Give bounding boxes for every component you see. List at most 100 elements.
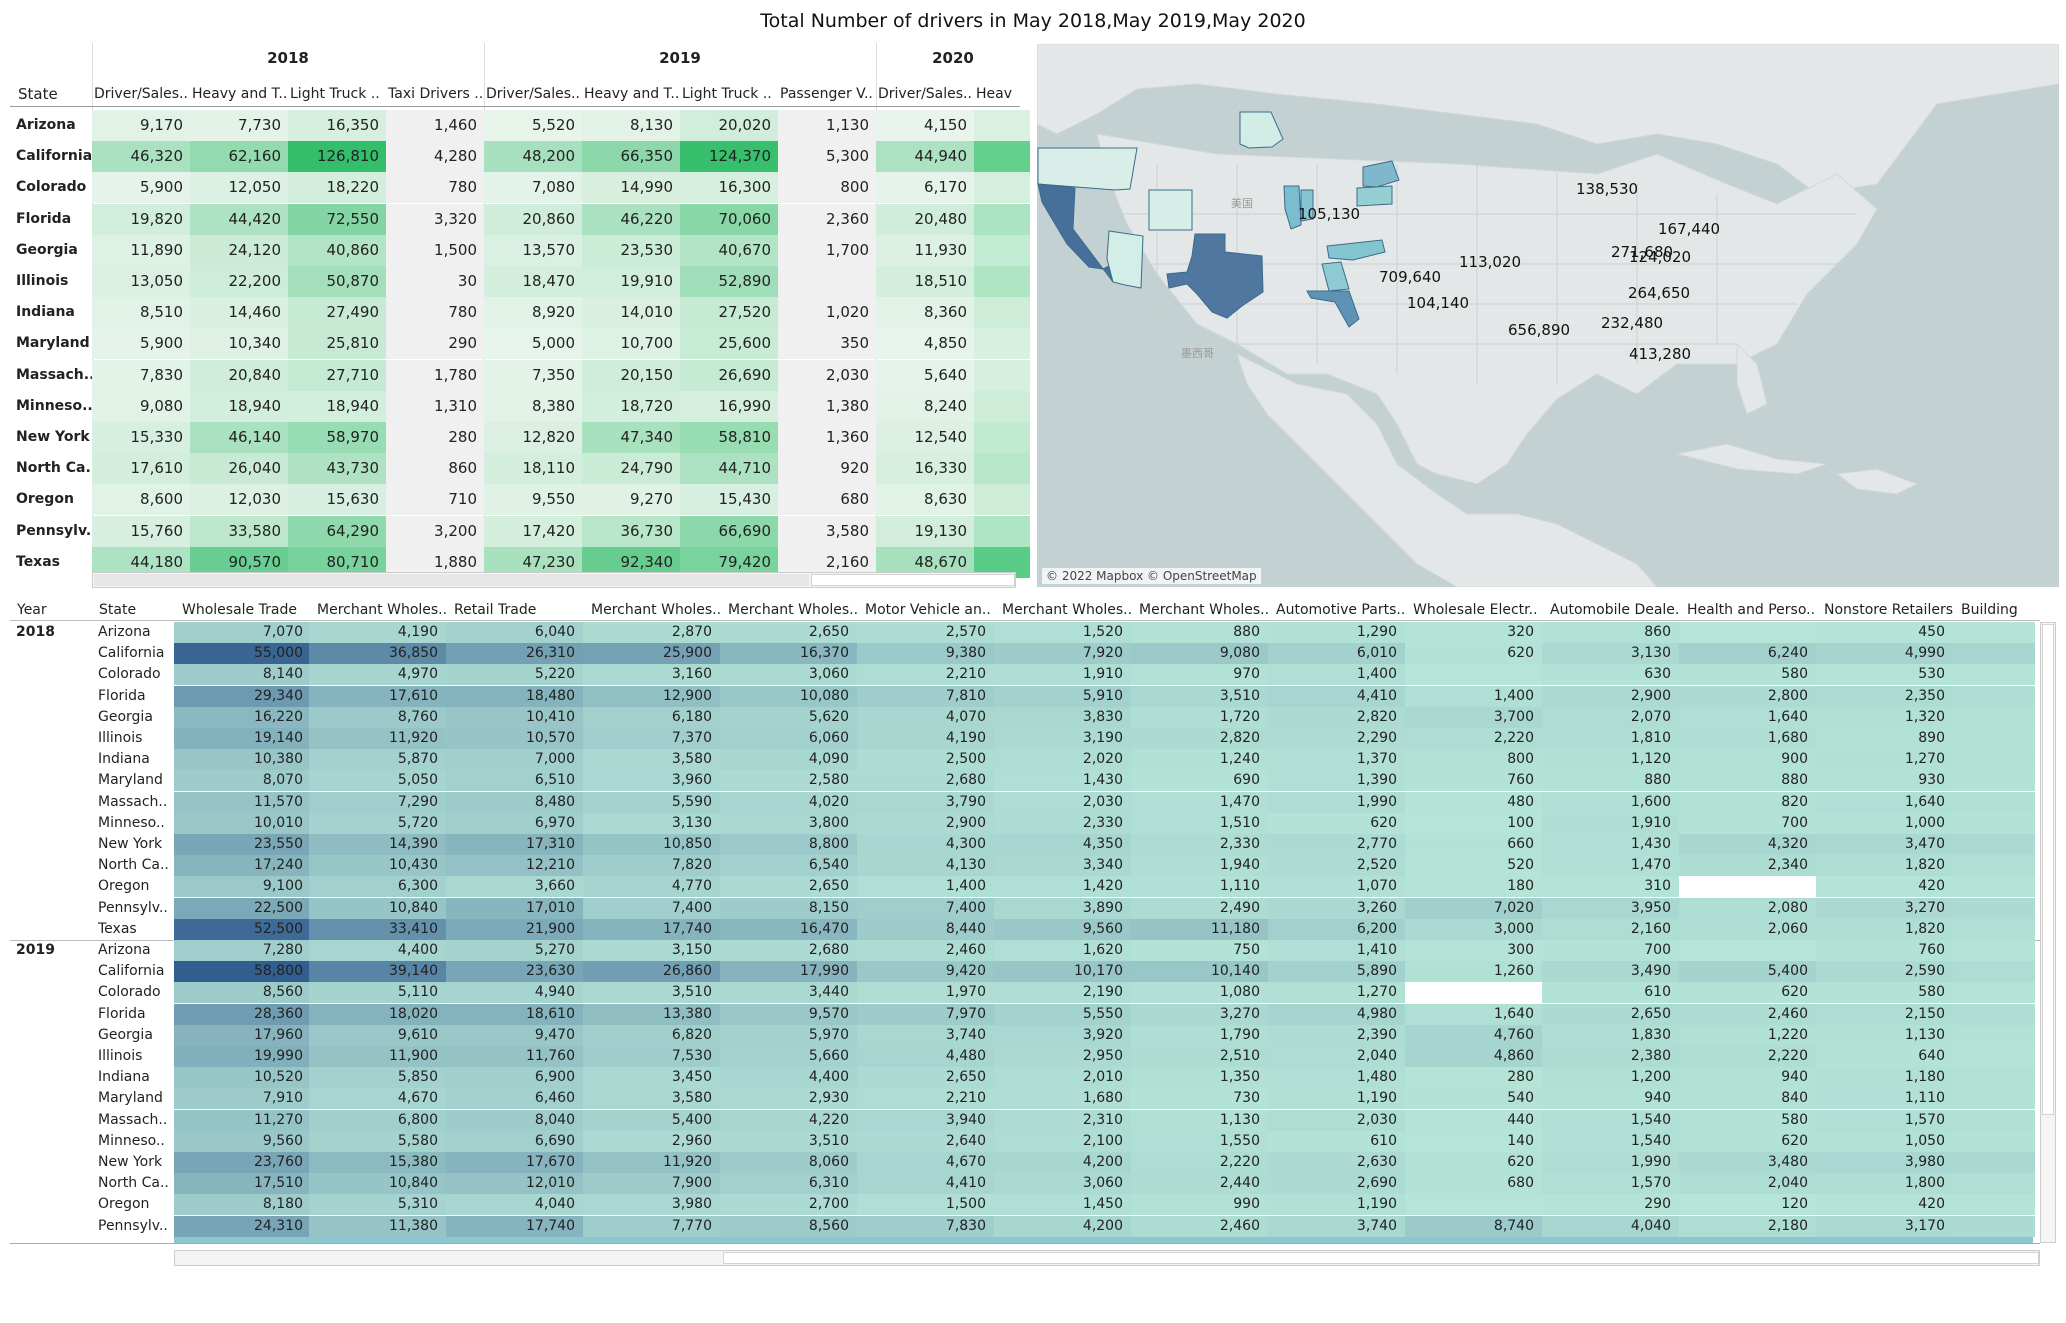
table-cell[interactable]: 8,600 xyxy=(92,484,190,516)
table-cell[interactable]: 15,430 xyxy=(680,484,778,516)
table-cell[interactable]: 1,640 xyxy=(1405,1003,1542,1025)
table-cell[interactable]: 3,340 xyxy=(994,855,1131,877)
table-row[interactable]: New York 23,550 14,390 17,310 10,850 8,800 4,3… xyxy=(0,834,2040,855)
table-cell[interactable]: 9,610 xyxy=(309,1024,446,1046)
table-cell[interactable]: 1,470 xyxy=(1131,791,1268,813)
table-cell[interactable]: 17,010 xyxy=(446,897,583,919)
table-cell[interactable]: 780 xyxy=(386,172,484,204)
table-cell[interactable] xyxy=(1679,940,1816,961)
table-cell[interactable]: 1,430 xyxy=(994,770,1131,792)
table-cell[interactable]: 2,210 xyxy=(857,1088,994,1110)
table-cell[interactable]: 3,950 xyxy=(1542,897,1679,919)
table-cell[interactable] xyxy=(1405,1194,1542,1216)
table-cell[interactable]: 1,130 xyxy=(1131,1109,1268,1131)
table-cell[interactable]: 7,290 xyxy=(309,791,446,813)
table-cell[interactable]: 12,820 xyxy=(484,422,582,453)
table-cell[interactable]: 58,810 xyxy=(680,422,778,453)
column-header[interactable]: Automobile Deale.. xyxy=(1550,602,1679,618)
table-cell[interactable]: 940 xyxy=(1679,1067,1816,1089)
table-cell[interactable]: 3,440 xyxy=(720,982,857,1004)
table-cell[interactable] xyxy=(1953,834,2035,855)
table-cell[interactable] xyxy=(1953,876,2035,898)
table-cell[interactable]: 880 xyxy=(1542,770,1679,792)
table-row[interactable]: Minneso.. 9,560 5,580 6,690 2,960 3,510 2,640 2… xyxy=(0,1130,2040,1152)
table-cell[interactable] xyxy=(1953,812,2035,834)
table-cell[interactable]: 680 xyxy=(778,484,876,516)
table-cell[interactable]: 47,340 xyxy=(582,422,680,453)
table-cell[interactable]: 800 xyxy=(1405,749,1542,771)
table-row[interactable]: California 46,320 62,160 126,810 4,280 48,200… xyxy=(10,141,1030,173)
table-cell[interactable]: 3,700 xyxy=(1405,706,1542,728)
table-cell[interactable]: 7,020 xyxy=(1405,897,1542,919)
table-cell[interactable]: 9,550 xyxy=(484,484,582,516)
table-cell[interactable]: 126,810 xyxy=(288,141,386,173)
table-cell[interactable]: 6,800 xyxy=(309,1109,446,1131)
table-cell[interactable]: 1,000 xyxy=(1816,812,1953,834)
table-cell[interactable] xyxy=(974,203,1030,235)
table-row[interactable]: California 55,000 36,850 26,310 25,900 16,370… xyxy=(0,643,2040,665)
column-header[interactable]: Wholesale Electr.. xyxy=(1413,602,1538,618)
table-cell[interactable]: 18,110 xyxy=(484,453,582,485)
table-cell[interactable]: 33,580 xyxy=(190,515,288,547)
table-cell[interactable]: 4,970 xyxy=(309,664,446,686)
table-cell[interactable]: 8,760 xyxy=(309,706,446,728)
scrollbar-thumb[interactable] xyxy=(2042,624,2054,1115)
table-cell[interactable]: 12,210 xyxy=(446,855,583,877)
table-cell[interactable]: 9,570 xyxy=(720,1003,857,1025)
table-cell[interactable]: 480 xyxy=(1405,791,1542,813)
table-cell[interactable]: 18,470 xyxy=(484,266,582,297)
table-cell[interactable]: 1,110 xyxy=(1816,1088,1953,1110)
table-cell[interactable]: 1,970 xyxy=(857,982,994,1004)
table-cell[interactable]: 16,470 xyxy=(720,918,857,940)
table-cell[interactable]: 7,730 xyxy=(190,110,288,141)
table-cell[interactable]: 6,900 xyxy=(446,1067,583,1089)
table-cell[interactable]: 26,310 xyxy=(446,643,583,665)
table-cell[interactable]: 46,320 xyxy=(92,141,190,173)
table-cell[interactable]: 420 xyxy=(1816,1194,1953,1216)
table-cell[interactable]: 2,340 xyxy=(1679,855,1816,877)
table-cell[interactable]: 5,580 xyxy=(309,1130,446,1152)
table-cell[interactable]: 52,500 xyxy=(174,918,311,940)
table-cell[interactable]: 3,200 xyxy=(386,515,484,547)
table-cell[interactable]: 46,220 xyxy=(582,203,680,235)
table-row[interactable]: Pennsylv.. 15,760 33,580 64,290 3,200 17,420 3… xyxy=(10,515,1030,547)
table-cell[interactable]: 320 xyxy=(1405,622,1542,643)
table-cell[interactable]: 17,740 xyxy=(583,918,720,940)
table-cell[interactable]: 4,410 xyxy=(857,1173,994,1195)
table-cell[interactable]: 2,930 xyxy=(720,1088,857,1110)
table-cell[interactable]: 1,990 xyxy=(1542,1152,1679,1173)
table-cell[interactable]: 11,270 xyxy=(174,1109,311,1131)
table-cell[interactable]: 710 xyxy=(386,484,484,516)
table-cell[interactable]: 1,310 xyxy=(386,390,484,422)
table-cell[interactable]: 11,920 xyxy=(583,1152,720,1173)
table-cell[interactable]: 530 xyxy=(1816,664,1953,686)
table-row[interactable]: Colorado 5,900 12,050 18,220 780 7,080 14,990 1… xyxy=(10,172,1030,204)
table-cell[interactable]: 9,270 xyxy=(582,484,680,516)
column-header[interactable]: Wholesale Trade xyxy=(182,602,297,618)
table-cell[interactable]: 750 xyxy=(1131,940,1268,961)
table-cell[interactable]: 2,180 xyxy=(1679,1215,1816,1237)
table-cell[interactable]: 4,940 xyxy=(446,982,583,1004)
table-cell[interactable]: 1,780 xyxy=(386,359,484,391)
table-cell[interactable]: 4,190 xyxy=(309,622,446,643)
table-cell[interactable]: 9,080 xyxy=(92,390,190,422)
table-cell[interactable]: 970 xyxy=(1131,664,1268,686)
table-cell[interactable]: 1,380 xyxy=(778,390,876,422)
table-cell[interactable]: 10,840 xyxy=(309,897,446,919)
table-cell[interactable]: 3,510 xyxy=(1131,685,1268,707)
table-cell[interactable]: 940 xyxy=(1542,1088,1679,1110)
table-cell[interactable]: 2,460 xyxy=(1131,1215,1268,1237)
table-cell[interactable]: 64,290 xyxy=(288,515,386,547)
table-cell[interactable]: 11,900 xyxy=(309,1046,446,1067)
table-cell[interactable]: 17,240 xyxy=(174,855,311,877)
table-cell[interactable]: 3,130 xyxy=(583,812,720,834)
table-cell[interactable]: 4,090 xyxy=(720,749,857,771)
column-header[interactable]: Passenger V.. xyxy=(780,86,873,102)
table-cell[interactable] xyxy=(1953,855,2035,877)
table-cell[interactable]: 310 xyxy=(1542,876,1679,898)
table-cell[interactable]: 10,430 xyxy=(309,855,446,877)
table-cell[interactable] xyxy=(1953,1173,2035,1195)
table-cell[interactable]: 700 xyxy=(1679,812,1816,834)
table-cell[interactable]: 4,860 xyxy=(1405,1046,1542,1067)
table-cell[interactable]: 2,190 xyxy=(994,982,1131,1004)
